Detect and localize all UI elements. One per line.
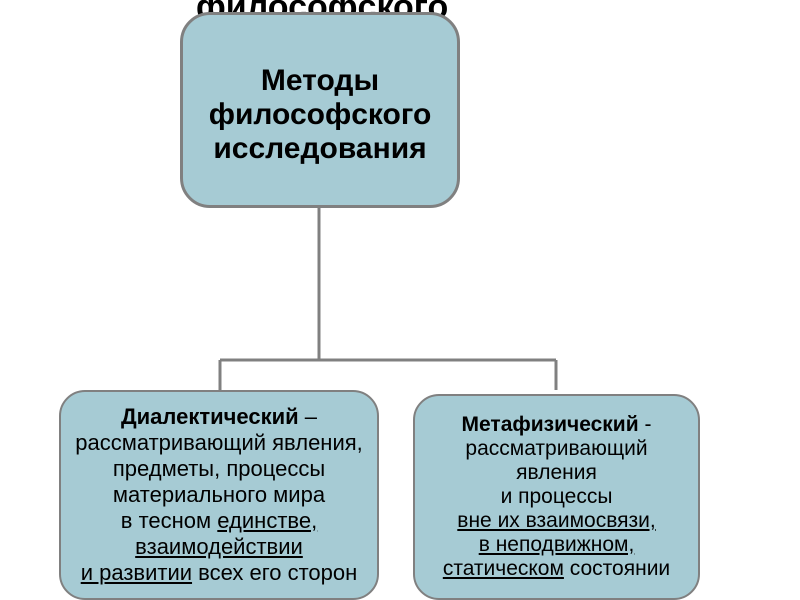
body-line: материального мира xyxy=(73,482,365,508)
left-node: Диалектический – рассматривающий явления… xyxy=(59,390,379,600)
left-body: рассматривающий явления,предметы, процес… xyxy=(73,430,365,586)
body-line: в неподвижном, xyxy=(427,533,686,557)
right-title: Метафизический xyxy=(462,413,639,436)
connector-path xyxy=(220,208,556,390)
right-dash: - xyxy=(639,413,652,436)
left-title-line: Диалектический – xyxy=(73,404,365,430)
root-node: Методы философского исследования xyxy=(180,12,460,208)
root-line-2: философского xyxy=(195,98,445,132)
root-line-1: Методы xyxy=(195,64,445,98)
root-line-3: исследования xyxy=(195,132,445,166)
body-line: рассматривающий явления xyxy=(427,437,686,485)
body-line: и процессы xyxy=(427,485,686,509)
right-title-line: Метафизический - xyxy=(427,413,686,437)
body-line: в тесном единстве, xyxy=(73,508,365,534)
left-dash: – xyxy=(299,404,317,429)
body-line: взаимодействии xyxy=(73,534,365,560)
left-title: Диалектический xyxy=(121,404,299,429)
body-line: предметы, процессы xyxy=(73,456,365,482)
body-line: рассматривающий явления, xyxy=(73,430,365,456)
body-line: и развитии всех его сторон xyxy=(73,560,365,586)
body-line: статическом состоянии xyxy=(427,557,686,581)
body-line: вне их взаимосвязи, xyxy=(427,509,686,533)
right-node: Метафизический - рассматривающий явления… xyxy=(413,394,700,600)
right-body: рассматривающий явленияи процессывне их … xyxy=(427,437,686,581)
